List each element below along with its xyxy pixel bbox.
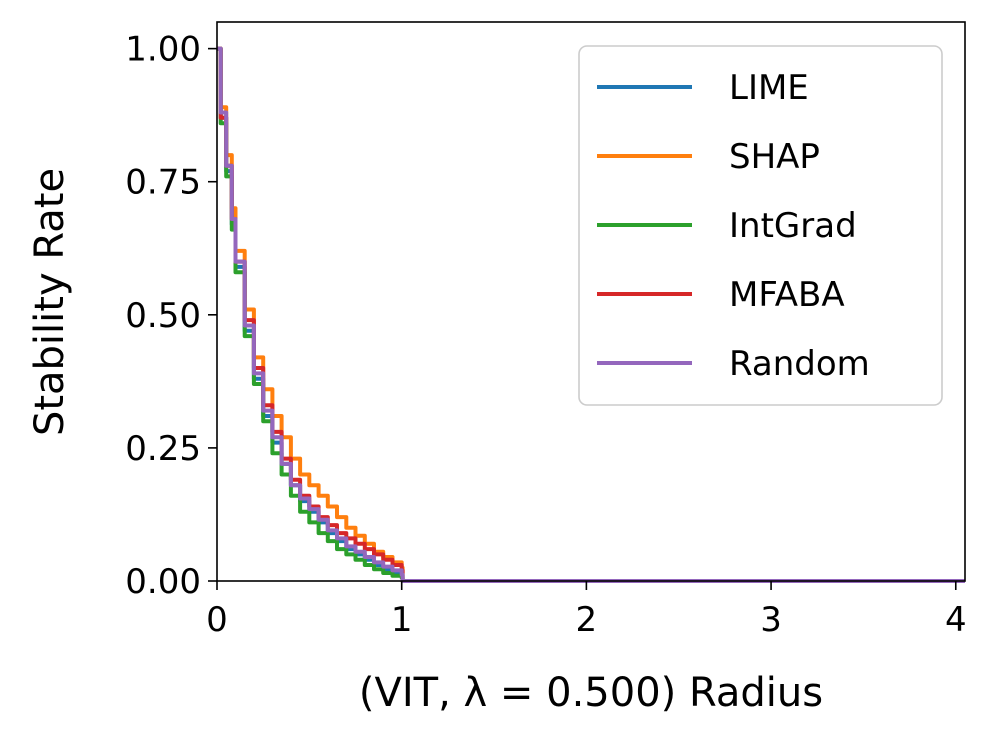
- x-tick-label: 4: [945, 600, 967, 640]
- legend: LIME SHAP IntGrad MFABA Random: [578, 45, 943, 406]
- y-axis-ticks: 0.00 0.25 0.50 0.75 1.00: [125, 30, 217, 602]
- y-tick-label: 0.25: [125, 429, 201, 469]
- y-tick-label: 0.50: [125, 296, 201, 336]
- x-tick-label: 3: [760, 600, 782, 640]
- legend-frame: [578, 45, 943, 406]
- x-tick-label: 2: [576, 600, 598, 640]
- legend-label-mfaba: MFABA: [729, 275, 845, 315]
- x-tick-label: 0: [206, 600, 228, 640]
- legend-label-shap: SHAP: [729, 137, 820, 177]
- legend-items: LIME SHAP IntGrad MFABA Random: [597, 68, 870, 384]
- y-tick-label: 0.75: [125, 163, 201, 203]
- series-line-random: [217, 46, 965, 583]
- series-line-intgrad: [217, 46, 965, 583]
- x-axis-ticks: 0 1 2 3 4: [206, 581, 967, 640]
- x-axis-label: (VIT, λ = 0.500) Radius: [359, 670, 823, 716]
- legend-label-random: Random: [729, 344, 870, 384]
- y-tick-label: 0.00: [125, 562, 201, 602]
- legend-label-lime: LIME: [729, 68, 809, 108]
- y-axis-label: Stability Rate: [27, 168, 73, 436]
- plot-frame: [216, 21, 966, 582]
- x-tick-label: 1: [391, 600, 413, 640]
- series-layer: [217, 46, 965, 583]
- legend-label-intgrad: IntGrad: [729, 206, 857, 246]
- y-tick-label: 1.00: [125, 30, 201, 70]
